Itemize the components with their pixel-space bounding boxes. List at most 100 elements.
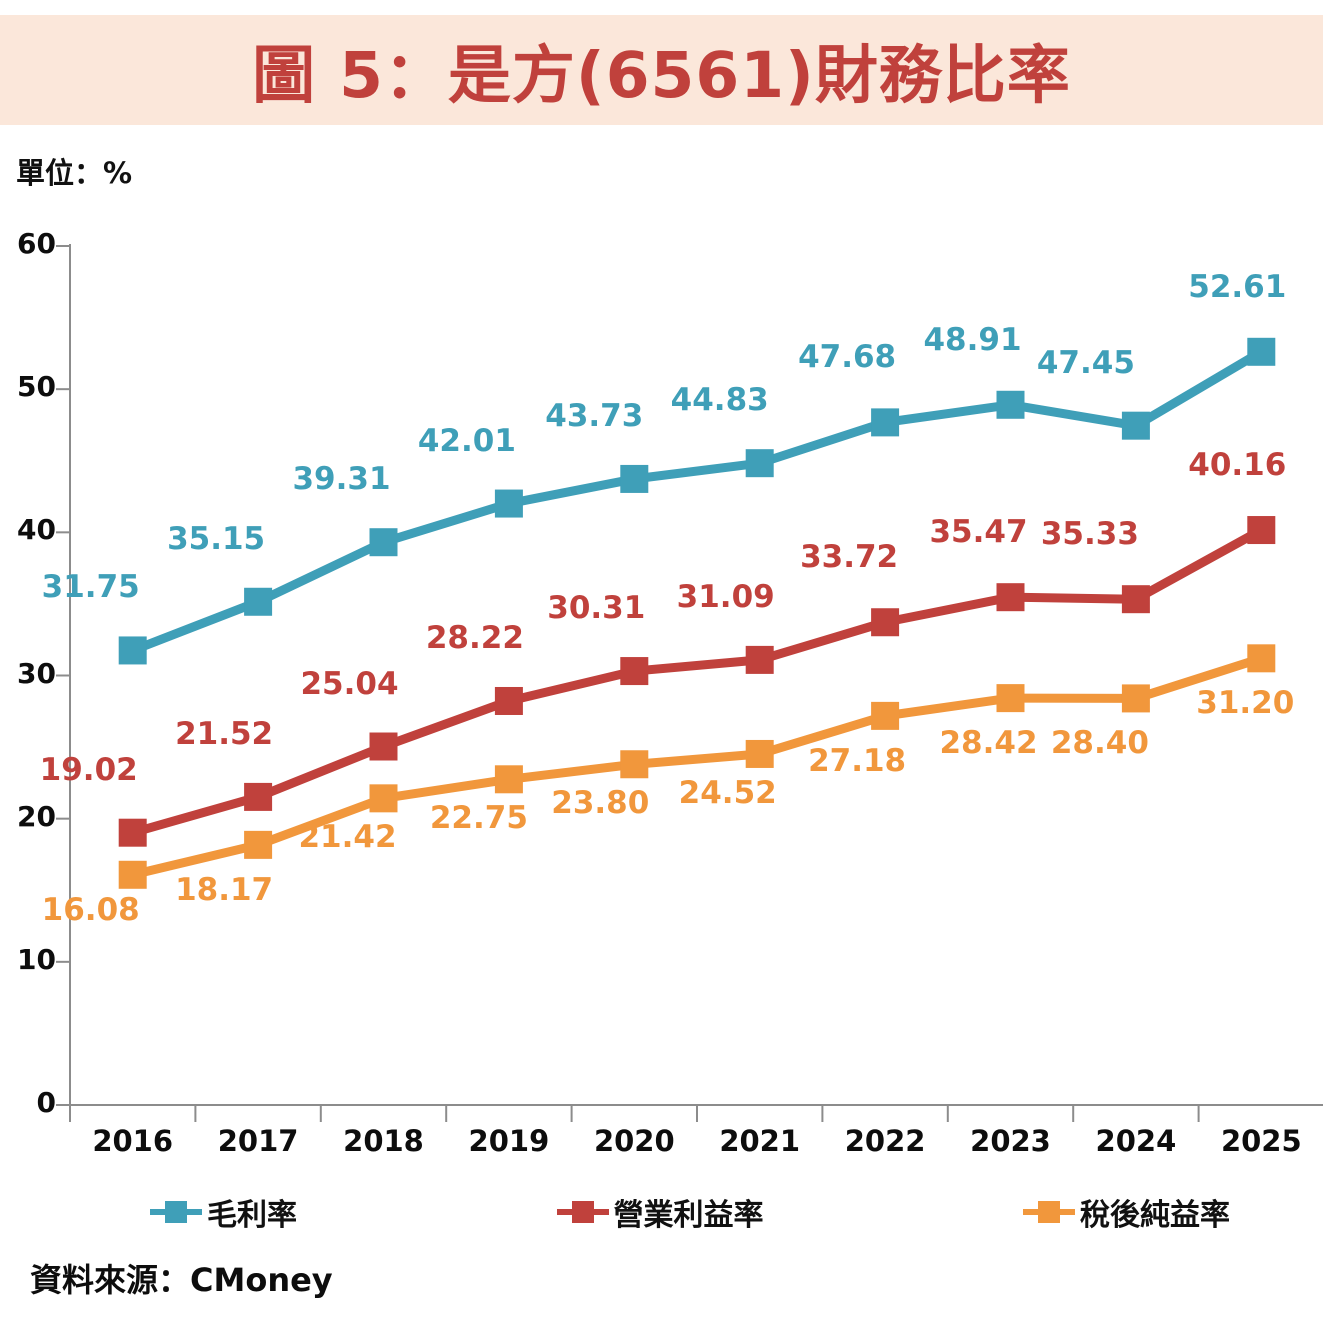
- x-axis-tick-label: 2018: [343, 1124, 424, 1158]
- series-line: [128, 525, 1266, 838]
- series-line: [128, 653, 1266, 880]
- data-point-marker[interactable]: [118, 818, 147, 847]
- data-point-marker[interactable]: [1121, 585, 1150, 614]
- data-point-value-label: 21.42: [298, 819, 397, 856]
- legend-label: 營業利益率: [613, 1198, 764, 1233]
- data-point-marker[interactable]: [871, 608, 900, 637]
- data-point-value-label: 30.31: [547, 590, 646, 627]
- x-axis-tick-label: 2023: [970, 1124, 1051, 1158]
- unit-label: 單位：%: [16, 156, 133, 190]
- series-gross: [118, 337, 1276, 665]
- data-point-marker[interactable]: [871, 408, 900, 437]
- data-point-value-label: 31.09: [676, 578, 775, 615]
- data-point-value-label: 35.15: [167, 520, 266, 557]
- y-axis-tick-label: 0: [36, 1086, 56, 1119]
- x-axis-tick-label: 2020: [593, 1124, 675, 1158]
- page-title: 圖 5：是方(6561)財務比率: [252, 38, 1071, 112]
- data-point-value-label: 35.47: [929, 514, 1028, 551]
- data-point-marker[interactable]: [1247, 644, 1276, 673]
- data-point-marker[interactable]: [494, 489, 523, 518]
- data-point-value-label: 21.52: [175, 715, 274, 752]
- y-axis-tick-label: 10: [17, 942, 56, 976]
- data-point-value-label: 44.83: [670, 382, 769, 419]
- legend-square-icon: [571, 1201, 594, 1223]
- data-point-value-label: 28.22: [425, 619, 524, 656]
- data-point-marker[interactable]: [118, 636, 147, 665]
- x-axis-tick-label: 2022: [844, 1124, 926, 1158]
- data-point-marker[interactable]: [244, 587, 273, 616]
- data-point-marker[interactable]: [996, 390, 1025, 419]
- chart-legend: 毛利率 營業利益率 稅後純益率: [150, 1190, 1230, 1234]
- data-point-marker[interactable]: [369, 528, 398, 557]
- data-point-value-label: 52.61: [1188, 268, 1287, 305]
- source-note: 資料來源：CMoney: [30, 1261, 333, 1299]
- data-point-marker[interactable]: [494, 765, 523, 794]
- x-axis-tick-label: 2021: [719, 1124, 801, 1158]
- legend-swatch-icon: [150, 1201, 202, 1223]
- legend-label: 毛利率: [207, 1198, 297, 1233]
- legend-swatch-icon: [1023, 1201, 1075, 1223]
- data-point-marker[interactable]: [1247, 516, 1276, 545]
- data-point-marker[interactable]: [620, 750, 649, 779]
- y-axis-tick-labels: 0 10 20 30 40 50 60: [0, 0, 56, 1323]
- data-point-value-label: 39.31: [292, 461, 391, 498]
- data-point-value-label: 35.33: [1040, 516, 1139, 553]
- data-point-value-label: 33.72: [800, 539, 899, 576]
- x-axis-tick-label: 2016: [92, 1124, 174, 1158]
- data-point-value-label: 16.08: [41, 891, 140, 928]
- data-point-value-label: 40.16: [1188, 447, 1287, 484]
- series-line: [128, 347, 1266, 655]
- y-axis-tick-label: 20: [17, 799, 56, 833]
- data-point-marker[interactable]: [1121, 411, 1150, 440]
- data-point-marker[interactable]: [620, 657, 649, 686]
- y-axis-tick-label: 30: [17, 656, 56, 690]
- data-point-value-label: 28.40: [1050, 725, 1149, 762]
- data-point-marker[interactable]: [745, 645, 774, 674]
- data-point-marker[interactable]: [996, 583, 1025, 612]
- data-point-marker[interactable]: [745, 739, 774, 768]
- legend-label: 稅後純益率: [1080, 1198, 1230, 1233]
- x-axis-tick-label: 2024: [1095, 1124, 1177, 1158]
- y-axis-tick-label: 40: [17, 513, 56, 547]
- data-point-marker[interactable]: [244, 830, 273, 859]
- data-point-value-label: 42.01: [417, 422, 516, 459]
- data-point-value-label: 43.73: [545, 397, 644, 434]
- data-point-marker[interactable]: [1121, 684, 1150, 713]
- data-point-marker[interactable]: [620, 464, 649, 493]
- data-point-value-label: 18.17: [175, 871, 274, 908]
- data-point-marker[interactable]: [494, 686, 523, 715]
- legend-item-gross[interactable]: 毛利率: [150, 1190, 297, 1234]
- data-point-marker[interactable]: [369, 784, 398, 813]
- data-point-marker[interactable]: [871, 701, 900, 730]
- data-point-value-label: 48.91: [923, 321, 1022, 358]
- legend-swatch-icon: [556, 1201, 609, 1223]
- data-point-marker[interactable]: [1247, 337, 1276, 366]
- data-point-value-label: 47.68: [798, 339, 897, 376]
- legend-square-icon: [1038, 1201, 1060, 1223]
- title-banner: 圖 5：是方(6561)財務比率: [0, 15, 1323, 125]
- axis-group: [56, 244, 1323, 1122]
- series-operating: [118, 516, 1276, 847]
- x-axis-tick-label: 2017: [217, 1124, 299, 1158]
- data-point-value-label: 31.75: [41, 569, 140, 606]
- data-point-marker[interactable]: [118, 860, 147, 889]
- series-group: [118, 337, 1276, 889]
- data-point-marker[interactable]: [996, 684, 1025, 713]
- data-point-value-label: 28.42: [939, 725, 1038, 762]
- data-point-marker[interactable]: [244, 782, 273, 811]
- y-axis-tick-label: 60: [17, 227, 56, 260]
- data-point-marker[interactable]: [369, 732, 398, 761]
- data-point-value-label: 22.75: [429, 800, 528, 837]
- y-axis-tick-label: 50: [17, 370, 56, 404]
- data-point-value-label: 24.52: [678, 774, 777, 811]
- x-axis-tick-label: 2025: [1220, 1124, 1302, 1158]
- data-point-value-label: 47.45: [1036, 344, 1135, 381]
- x-axis-tick-label: 2019: [468, 1124, 550, 1158]
- data-point-marker[interactable]: [745, 449, 774, 478]
- legend-item-operating[interactable]: 營業利益率: [556, 1190, 764, 1234]
- data-point-value-label: 31.20: [1196, 685, 1295, 722]
- series-net: [118, 644, 1276, 889]
- legend-item-net[interactable]: 稅後純益率: [1023, 1190, 1230, 1234]
